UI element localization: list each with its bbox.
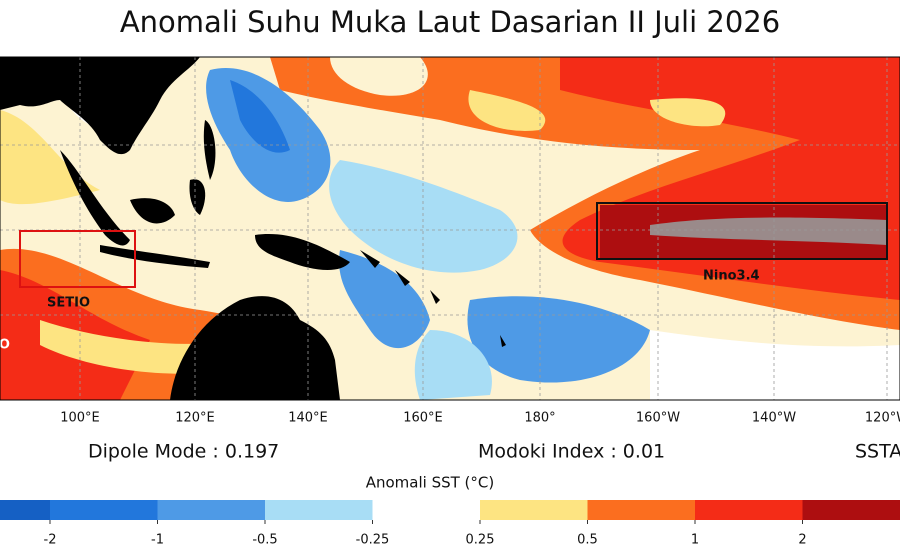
longitude-labels: 100°E 120°E 140°E 160°E 180° 160°W 140°W 120°W: [60, 411, 900, 426]
region-label: Nino3.4: [703, 269, 760, 284]
colorbar-tick-label: -0.5: [252, 533, 277, 548]
colorbar-tick-label: 2: [798, 533, 806, 548]
longitude-label: 180°: [524, 411, 555, 426]
colorbar-segment: [802, 500, 900, 520]
colorbar: -2 -1 -0.5 -0.25 0.25 0.5 1 2: [0, 500, 900, 548]
longitude-label: 120°E: [175, 411, 215, 426]
longitude-label: 140°W: [752, 411, 796, 426]
region-label: SETIO: [47, 296, 90, 311]
colorbar-segment: [480, 500, 588, 520]
colorbar-tick-label: 1: [691, 533, 699, 548]
index-text: Modoki Index : 0.01: [478, 441, 665, 463]
colorbar-segment: [157, 500, 266, 520]
longitude-label: 140°E: [288, 411, 328, 426]
colorbar-segment: [372, 500, 481, 520]
colorbar-tick-label: 0.25: [466, 533, 495, 548]
index-text: Dipole Mode : 0.197: [88, 441, 279, 463]
colorbar-segment: [50, 500, 158, 520]
title: Anomali Suhu Muka Laut Dasarian II Juli …: [120, 5, 780, 39]
region-label: IO: [0, 338, 10, 353]
sst-map: SETIO Nino3.4 IO: [0, 57, 900, 400]
index-text: SSTA: [855, 441, 900, 463]
longitude-label: 120°W: [865, 411, 900, 426]
colorbar-label: Anomali SST (°C): [366, 474, 495, 492]
colorbar-tick-label: -2: [44, 533, 57, 548]
colorbar-tick-label: 0.5: [577, 533, 598, 548]
colorbar-tick-label: -1: [151, 533, 164, 548]
longitude-label: 100°E: [60, 411, 100, 426]
colorbar-segment: [587, 500, 696, 520]
longitude-label: 160°E: [403, 411, 443, 426]
colorbar-segment: [265, 500, 373, 520]
colorbar-segment: [0, 500, 51, 520]
longitude-label: 160°W: [636, 411, 680, 426]
colorbar-tick-label: -0.25: [356, 533, 390, 548]
colorbar-segment: [695, 500, 803, 520]
